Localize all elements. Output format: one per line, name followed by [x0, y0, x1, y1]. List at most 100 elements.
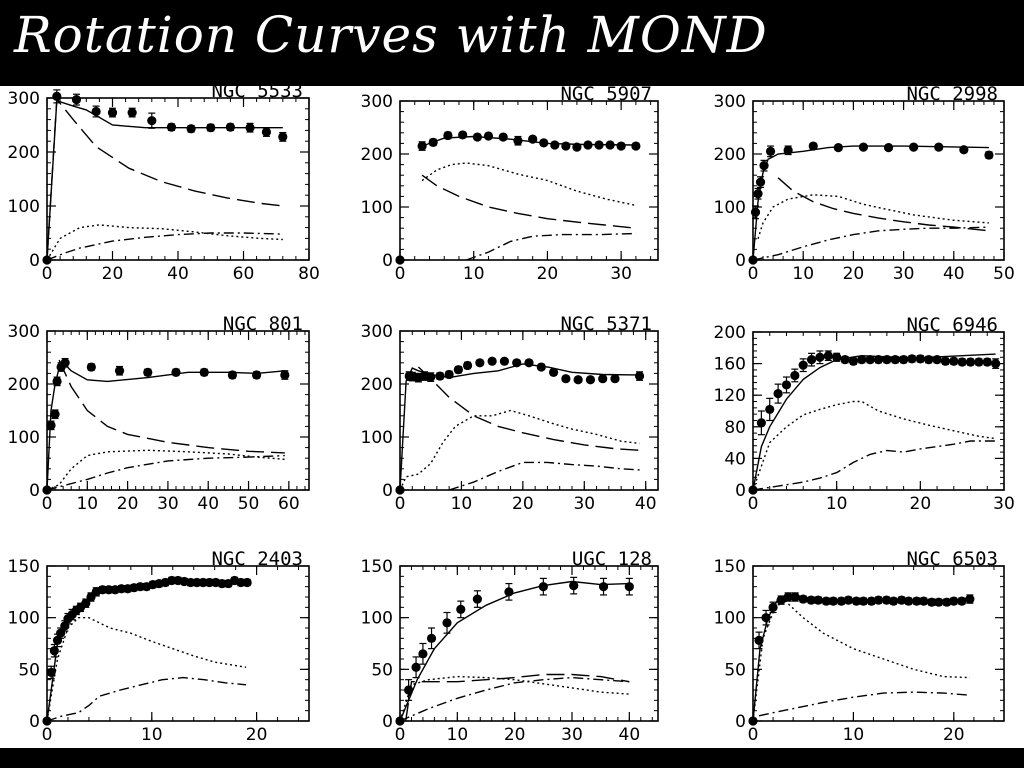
data-point — [815, 352, 825, 362]
data-point — [539, 138, 549, 148]
x-tick-label: 30 — [993, 494, 1015, 514]
data-point — [573, 375, 583, 385]
y-tick-label: 300 — [361, 92, 393, 112]
x-tick-label: 10 — [843, 725, 865, 745]
slide-title: Rotation Curves with MOND — [14, 6, 768, 64]
data-point — [806, 595, 816, 605]
data-point — [217, 578, 227, 589]
curve-solid — [46, 361, 285, 491]
y-tick-label: 50 — [724, 660, 746, 680]
data-point — [561, 141, 571, 151]
curve-dashdot — [46, 232, 283, 261]
data-point — [934, 597, 944, 607]
data-point — [443, 130, 453, 141]
data-point — [487, 356, 497, 366]
origin-point — [42, 255, 52, 265]
x-tick-label: 60 — [233, 264, 255, 284]
origin-point — [42, 716, 52, 726]
panel-title: NGC 6946 — [906, 314, 998, 336]
data-point — [974, 357, 984, 367]
data-point — [236, 577, 246, 588]
data-point — [206, 123, 216, 133]
origin-point — [395, 716, 405, 726]
data-point — [836, 596, 846, 606]
x-tick-label: 30 — [157, 494, 179, 514]
y-tick-label: 200 — [361, 145, 393, 165]
curve-dot — [752, 598, 970, 722]
x-tick-label: 20 — [537, 264, 559, 284]
curve-dot — [752, 400, 996, 491]
y-tick-label: 200 — [714, 323, 746, 343]
data-point — [598, 374, 608, 384]
y-tick-label: 100 — [714, 609, 746, 629]
data-point — [605, 140, 615, 150]
data-point — [776, 595, 786, 605]
x-tick-label: 20 — [843, 264, 865, 284]
y-tick-label: 80 — [724, 418, 746, 438]
data-point — [883, 143, 894, 153]
x-tick-label: 10 — [463, 264, 485, 284]
panel-title: NGC 5371 — [560, 313, 652, 335]
origin-point — [748, 716, 758, 726]
x-tick-label: 0 — [748, 494, 759, 514]
data-point — [442, 618, 452, 628]
x-tick-label: 40 — [197, 494, 219, 514]
x-tick-label: 50 — [993, 264, 1015, 284]
data-point — [171, 367, 181, 377]
data-point — [536, 362, 546, 372]
data-point — [806, 355, 817, 365]
x-tick-label: 10 — [141, 725, 163, 745]
y-tick-label: 160 — [714, 355, 746, 375]
y-tick-label: 0 — [382, 481, 393, 501]
data-point — [798, 594, 808, 604]
data-point — [60, 358, 70, 368]
curve-dot — [399, 675, 630, 722]
data-point — [46, 667, 56, 678]
y-tick-label: 0 — [735, 251, 746, 271]
data-point — [890, 355, 900, 365]
panel-title: NGC 5907 — [560, 83, 652, 105]
data-point — [773, 389, 783, 399]
y-tick-label: 100 — [714, 198, 746, 218]
data-point — [462, 360, 473, 371]
data-point — [569, 581, 579, 591]
x-tick-label: 10 — [447, 725, 469, 745]
data-point — [453, 365, 463, 375]
data-point — [513, 136, 523, 146]
curve-dashdot — [46, 676, 247, 722]
curve-solid — [752, 145, 989, 261]
y-tick-label: 0 — [29, 481, 40, 501]
data-point — [965, 357, 976, 367]
x-tick-label: 0 — [42, 494, 53, 514]
data-point — [52, 91, 62, 101]
data-point — [634, 371, 645, 381]
x-tick-label: 20 — [943, 725, 965, 745]
curve-longdash — [58, 359, 285, 454]
y-tick-label: 50 — [371, 660, 393, 680]
panel-7: 0 10 20 0 50 100 150 NGC 2403 — [8, 548, 310, 745]
data-point — [91, 106, 101, 117]
data-point — [116, 584, 127, 594]
y-tick-label: 50 — [18, 660, 40, 680]
data-point — [261, 127, 272, 137]
data-point — [404, 685, 414, 695]
data-point — [166, 122, 177, 132]
y-tick-label: 0 — [29, 712, 40, 732]
data-point — [882, 355, 892, 365]
data-point — [932, 355, 942, 365]
curve-dot — [399, 409, 640, 491]
panel-title: NGC 2998 — [906, 83, 998, 105]
plot-frame — [399, 330, 659, 491]
data-point — [959, 145, 969, 155]
data-point — [881, 595, 892, 605]
panel-title: UGC 128 — [572, 548, 652, 570]
data-point — [899, 355, 909, 365]
data-point — [798, 360, 808, 370]
data-point — [984, 150, 994, 160]
curve-longdash — [417, 366, 640, 451]
data-point — [940, 356, 951, 366]
data-point — [858, 596, 869, 606]
data-point — [828, 596, 838, 606]
plot-frame — [399, 100, 659, 261]
data-point — [949, 596, 959, 606]
